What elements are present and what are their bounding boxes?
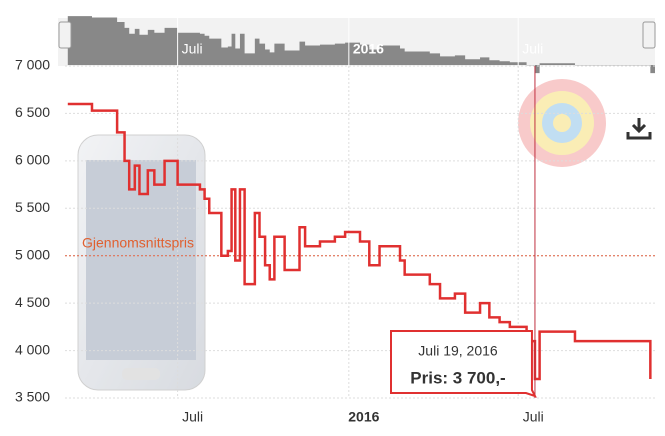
average-label: Gjennomsnittspris: [82, 234, 194, 250]
navigator-handle[interactable]: [58, 21, 72, 49]
y-tick-label: 4 500: [15, 294, 50, 310]
phone-screen: [86, 160, 196, 360]
tooltip-date: Juli 19, 2016: [418, 343, 498, 359]
y-tick-label: 5 500: [15, 199, 50, 215]
y-tick-label: 6 500: [15, 104, 50, 120]
tooltip-box: [390, 330, 537, 398]
x-tick-label: 2016: [348, 409, 379, 425]
x-tick-label: Juli: [523, 409, 544, 425]
navigator-label: Juli: [182, 41, 203, 57]
navigator-label: Juli: [522, 41, 543, 57]
y-tick-label: 6 000: [15, 152, 50, 168]
tooltip-price: Pris: 3 700,-: [410, 368, 505, 387]
download-button[interactable]: [626, 118, 652, 140]
y-tick-label: 3 500: [15, 389, 50, 405]
navigator-handle[interactable]: [642, 21, 656, 49]
y-tick-label: 4 000: [15, 341, 50, 357]
navigator-area: [67, 16, 655, 74]
phone-button: [122, 368, 160, 380]
navigator-label: 2016: [353, 41, 384, 57]
x-tick-label: Juli: [182, 409, 203, 425]
y-tick-label: 7 000: [15, 57, 50, 73]
y-tick-label: 5 000: [15, 246, 50, 262]
target-icon: [553, 114, 571, 132]
price-line: [67, 102, 652, 381]
